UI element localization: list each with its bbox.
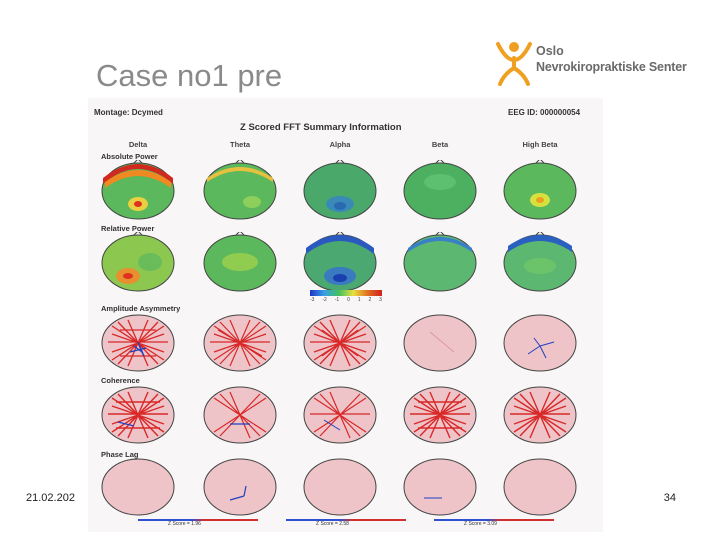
band-label: Beta [431, 140, 449, 149]
row-label: Coherence [101, 376, 140, 385]
colorbar-labels: -3 -2 -1 0 1 2 3 [310, 297, 382, 303]
zscore-colorbar [310, 290, 382, 296]
row-label: Amplitude Asymmetry [101, 304, 181, 313]
figure-title: Z Scored FFT Summary Information [240, 122, 402, 133]
head-map [400, 160, 480, 222]
connectivity-map [200, 456, 280, 518]
connectivity-map [400, 384, 480, 446]
scale-label: Z Score = 1.96 [168, 521, 201, 527]
colorbar-tick: 0 [347, 297, 350, 303]
connectivity-map [400, 456, 480, 518]
connectivity-map [300, 312, 380, 374]
slide-title: Case no1 pre [96, 58, 283, 93]
colorbar-tick: -1 [334, 297, 340, 303]
head-map [500, 160, 580, 222]
row-label: Phase Lag [101, 450, 139, 459]
connectivity-map [500, 384, 580, 446]
zscore-scale: Z Score = 1.96 [138, 516, 258, 528]
scale-bar [434, 519, 554, 521]
colorbar-tick: 2 [368, 297, 372, 303]
logo-line-oslo: Oslo [536, 44, 564, 58]
colorbar-tick: 1 [357, 297, 361, 303]
zscore-scale: Z Score = 2.58 [286, 516, 406, 528]
connectivity-map [200, 384, 280, 446]
connectivity-map [300, 384, 380, 446]
head-map [300, 232, 380, 294]
row-label: Absolute Power [101, 152, 158, 161]
band-label: Theta [229, 140, 250, 149]
scale-bar [138, 519, 258, 521]
band-label: High Beta [522, 140, 558, 149]
colorbar-tick: -2 [322, 297, 327, 303]
clinic-logo: Oslo Nevrokiropraktiske Senter [494, 40, 694, 86]
band-label: Delta [128, 140, 148, 149]
connectivity-map [98, 312, 178, 374]
eeg-id-label: EEG ID: 000000054 [508, 108, 581, 117]
connectivity-map [98, 384, 178, 446]
connectivity-map [400, 312, 480, 374]
row-label: Relative Power [101, 224, 155, 233]
logo-figure-icon [496, 42, 532, 86]
connectivity-map [500, 312, 580, 374]
head-map [98, 160, 178, 222]
head-map [300, 160, 380, 222]
connectivity-map [200, 312, 280, 374]
scale-label: Z Score = 2.58 [316, 521, 349, 527]
page-number: 34 [663, 492, 676, 504]
zscore-scale: Z Score = 3.09 [434, 516, 554, 528]
scale-label: Z Score = 3.09 [464, 521, 497, 527]
colorbar-tick: -3 [310, 297, 315, 303]
head-map [500, 232, 580, 294]
footer-date: 21.02.202 [26, 492, 75, 504]
montage-label: Montage: Dcymed [94, 108, 163, 117]
qeeg-summary-figure: Montage: Dcymed EEG ID: 000000054 Z Scor… [88, 98, 603, 532]
connectivity-map [300, 456, 380, 518]
head-map [98, 232, 178, 294]
logo-line-center: Nevrokiropraktiske Senter [536, 60, 687, 74]
head-map [200, 232, 280, 294]
connectivity-map [98, 456, 178, 518]
connectivity-map [500, 456, 580, 518]
head-map [400, 232, 480, 294]
scale-bar [286, 519, 406, 521]
colorbar-tick: 3 [379, 297, 382, 303]
band-label: Alpha [329, 140, 351, 149]
head-map [200, 160, 280, 222]
